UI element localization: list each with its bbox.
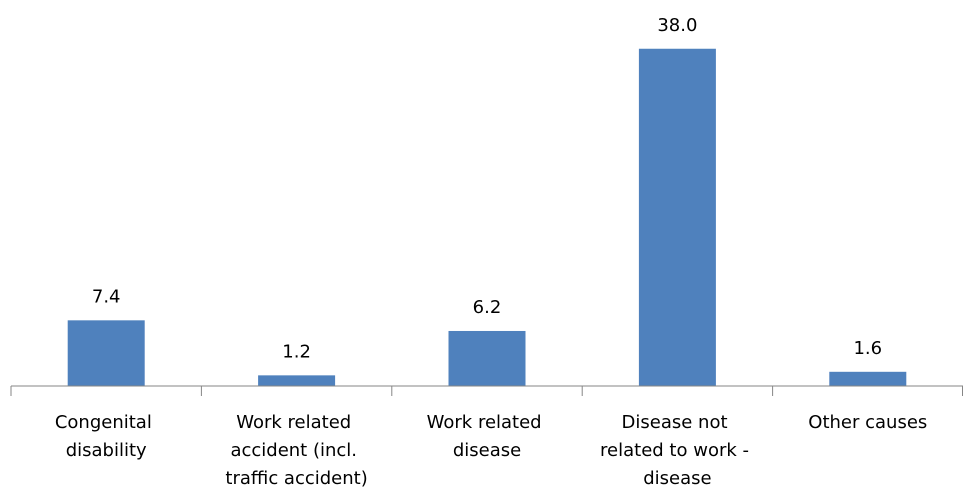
x-tick-label: Work related disease bbox=[427, 412, 548, 461]
x-tick-label: Work related accident (incl. traffic acc… bbox=[225, 412, 367, 489]
x-tick-label-line: disease bbox=[453, 440, 521, 461]
bar bbox=[67, 320, 145, 386]
x-tick-label: Other causes bbox=[808, 412, 927, 433]
x-tick-label-line: traffic accident) bbox=[225, 468, 367, 489]
x-tick-label-line: related to work - bbox=[600, 440, 755, 461]
bar bbox=[829, 371, 907, 386]
x-tick-label: Congenital disability bbox=[55, 412, 158, 461]
data-label: 6.2 bbox=[473, 297, 502, 318]
x-tick-label: Disease not related to work - disease bbox=[600, 412, 755, 489]
bar bbox=[448, 330, 526, 386]
data-label: 1.2 bbox=[282, 341, 311, 362]
x-tick-label-line: Disease not bbox=[622, 412, 734, 433]
x-tick-label-line: Work related bbox=[427, 412, 548, 433]
bar bbox=[638, 48, 716, 386]
data-label: 38.0 bbox=[657, 15, 697, 36]
x-tick-label-line: Congenital bbox=[55, 412, 158, 433]
x-tick-label-line: disease bbox=[643, 468, 711, 489]
x-tick-label-line: Work related bbox=[236, 412, 357, 433]
x-tick-label-line: accident (incl. bbox=[230, 440, 362, 461]
data-label: 1.6 bbox=[853, 338, 882, 359]
bar bbox=[258, 375, 336, 386]
x-tick-label-line: Other causes bbox=[808, 412, 927, 433]
x-tick-label-line: disability bbox=[66, 440, 147, 461]
data-label: 7.4 bbox=[92, 286, 121, 307]
